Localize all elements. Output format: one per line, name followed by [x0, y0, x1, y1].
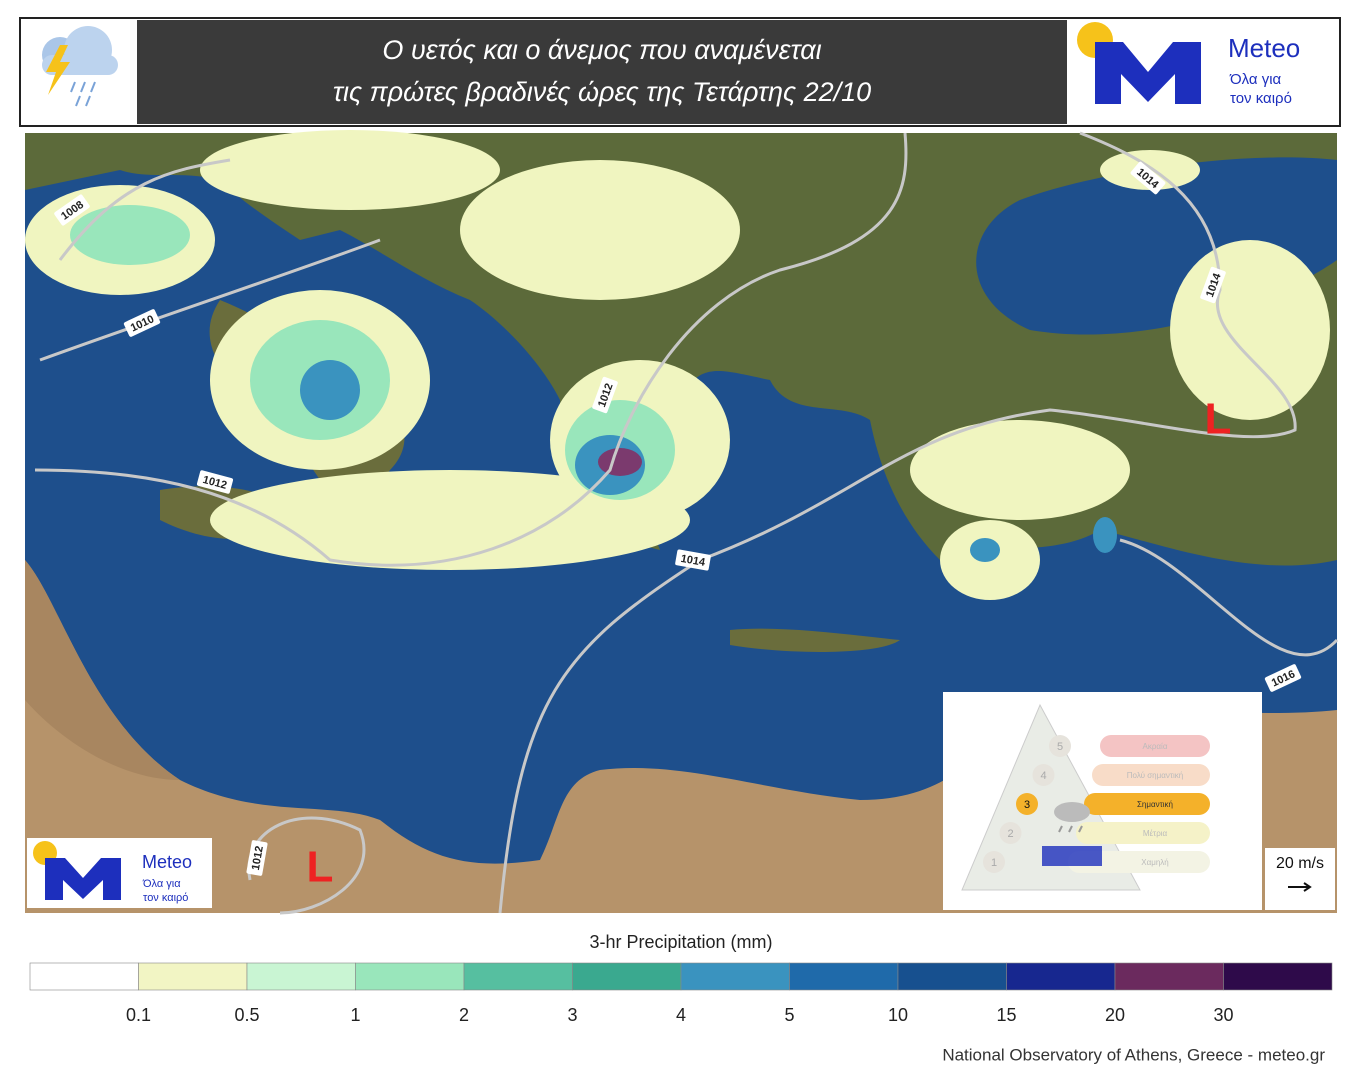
- colorbar: 0.1 0.5 1 2 3 4 5 10 15 20 30: [29, 962, 1333, 1025]
- colorbar-swatch: [29, 962, 139, 991]
- title-band: [137, 20, 1067, 124]
- low-pressure: L: [1205, 395, 1232, 444]
- colorbar-swatch: [246, 962, 356, 991]
- isobar-label-text: 1012: [250, 845, 266, 871]
- isobar-label-box: [592, 376, 618, 414]
- colorbar-swatch: [897, 962, 1007, 991]
- level-number: 1: [991, 857, 997, 869]
- level-badge: [999, 822, 1022, 844]
- colorbar-swatch: [1114, 962, 1224, 991]
- isobar-label-text: 1014: [680, 553, 707, 569]
- colorbar-title: 3-hr Precipitation (mm): [589, 932, 772, 952]
- meteo-logo: Meteo Όλα για τον καιρό: [1077, 22, 1300, 107]
- colorbar-tick-label: 2: [459, 1005, 469, 1025]
- level-badge: [1016, 793, 1038, 815]
- wind-arrow: [1288, 882, 1312, 892]
- isobar-label-box: [246, 840, 268, 876]
- colorbar-swatch: [572, 962, 682, 991]
- colorbar-swatch: [1223, 962, 1333, 991]
- level-label: Σημαντική: [1137, 800, 1173, 809]
- colorbar-tick-label: 5: [784, 1005, 794, 1025]
- logo-name: Meteo: [142, 852, 192, 872]
- footer: National Observatory of Athens, Greece -…: [942, 1045, 1325, 1064]
- weather-icon: [42, 26, 118, 107]
- title-line: Ο υετός και ο άνεμος που αναμένεται: [382, 35, 821, 65]
- low-pressure: L: [307, 843, 334, 892]
- colorbar-swatch: [680, 962, 790, 991]
- isobar-label-box: [54, 194, 90, 226]
- level-number: 5: [1057, 741, 1063, 753]
- colorbar-swatch: [463, 962, 573, 991]
- level-badge: [1049, 735, 1071, 757]
- colorbar-tick-label: 15: [996, 1005, 1016, 1025]
- logo-tagline: Όλα για: [142, 878, 181, 890]
- isobar-label-box: [1200, 266, 1226, 304]
- isobar-label: 1014: [1200, 266, 1226, 304]
- isobar-label-box: [1264, 664, 1302, 692]
- isobar-label-box: [123, 309, 161, 337]
- colorbar-tick-label: 0.5: [234, 1005, 259, 1025]
- isobar-label-box: [1130, 161, 1166, 195]
- level-label: Χαμηλή: [1141, 858, 1168, 867]
- colorbar-swatch: [355, 962, 465, 991]
- colorbar-tick-label: 30: [1213, 1005, 1233, 1025]
- colorbar-tick-label: 10: [888, 1005, 908, 1025]
- colorbar-swatch: [138, 962, 248, 991]
- isobar-label-box: [675, 549, 711, 571]
- level-badge: [983, 851, 1005, 873]
- logo-tagline: τον καιρό: [1230, 90, 1292, 107]
- isobar-label: 1012: [196, 470, 234, 494]
- inset-icon: [1042, 802, 1102, 866]
- level-label: Ακραία: [1143, 742, 1168, 751]
- level-bar: [1084, 793, 1210, 815]
- level-bar: [1100, 735, 1210, 757]
- level-number: 4: [1040, 770, 1046, 782]
- colorbar-tick-label: 3: [567, 1005, 577, 1025]
- colorbar-swatch: [789, 962, 899, 991]
- level-bar: [1092, 764, 1210, 786]
- wind-scale-box: [1265, 848, 1335, 910]
- inset-levels: 5 Ακραία 4 Πολύ σημαντική 3 Σημαντική 2 Μέτρια 1…: [983, 735, 1210, 873]
- isobar-label: 1012: [592, 376, 618, 414]
- logo-tagline: Όλα για: [1229, 71, 1282, 88]
- isobar-label-box: [196, 470, 234, 494]
- wind-scale: 20 m/s: [1276, 855, 1324, 872]
- colorbar-tick-label: 4: [676, 1005, 686, 1025]
- title-line: τις πρώτες βραδινές ώρες της Τετάρτης 22…: [333, 77, 871, 107]
- level-badge: [1032, 764, 1055, 786]
- colorbar-tick-label: 0.1: [126, 1005, 151, 1025]
- level-bar: [1068, 851, 1210, 873]
- logo-name: Meteo: [1228, 33, 1300, 63]
- level-number: 3: [1024, 799, 1030, 811]
- level-label: Μέτρια: [1143, 829, 1168, 838]
- colorbar-swatch: [1006, 962, 1116, 991]
- level-bar: [1076, 822, 1210, 844]
- isobar-label: 1012: [246, 840, 268, 876]
- level-number: 2: [1007, 828, 1013, 840]
- isobar-label: 1014: [675, 549, 711, 571]
- meteo-logo-small: Meteo Όλα για τον καιρό: [27, 838, 212, 908]
- colorbar-tick-label: 1: [350, 1005, 360, 1025]
- level-label: Πολύ σημαντική: [1127, 771, 1184, 780]
- logo-tagline: τον καιρό: [143, 892, 188, 904]
- colorbar-tick-label: 20: [1105, 1005, 1125, 1025]
